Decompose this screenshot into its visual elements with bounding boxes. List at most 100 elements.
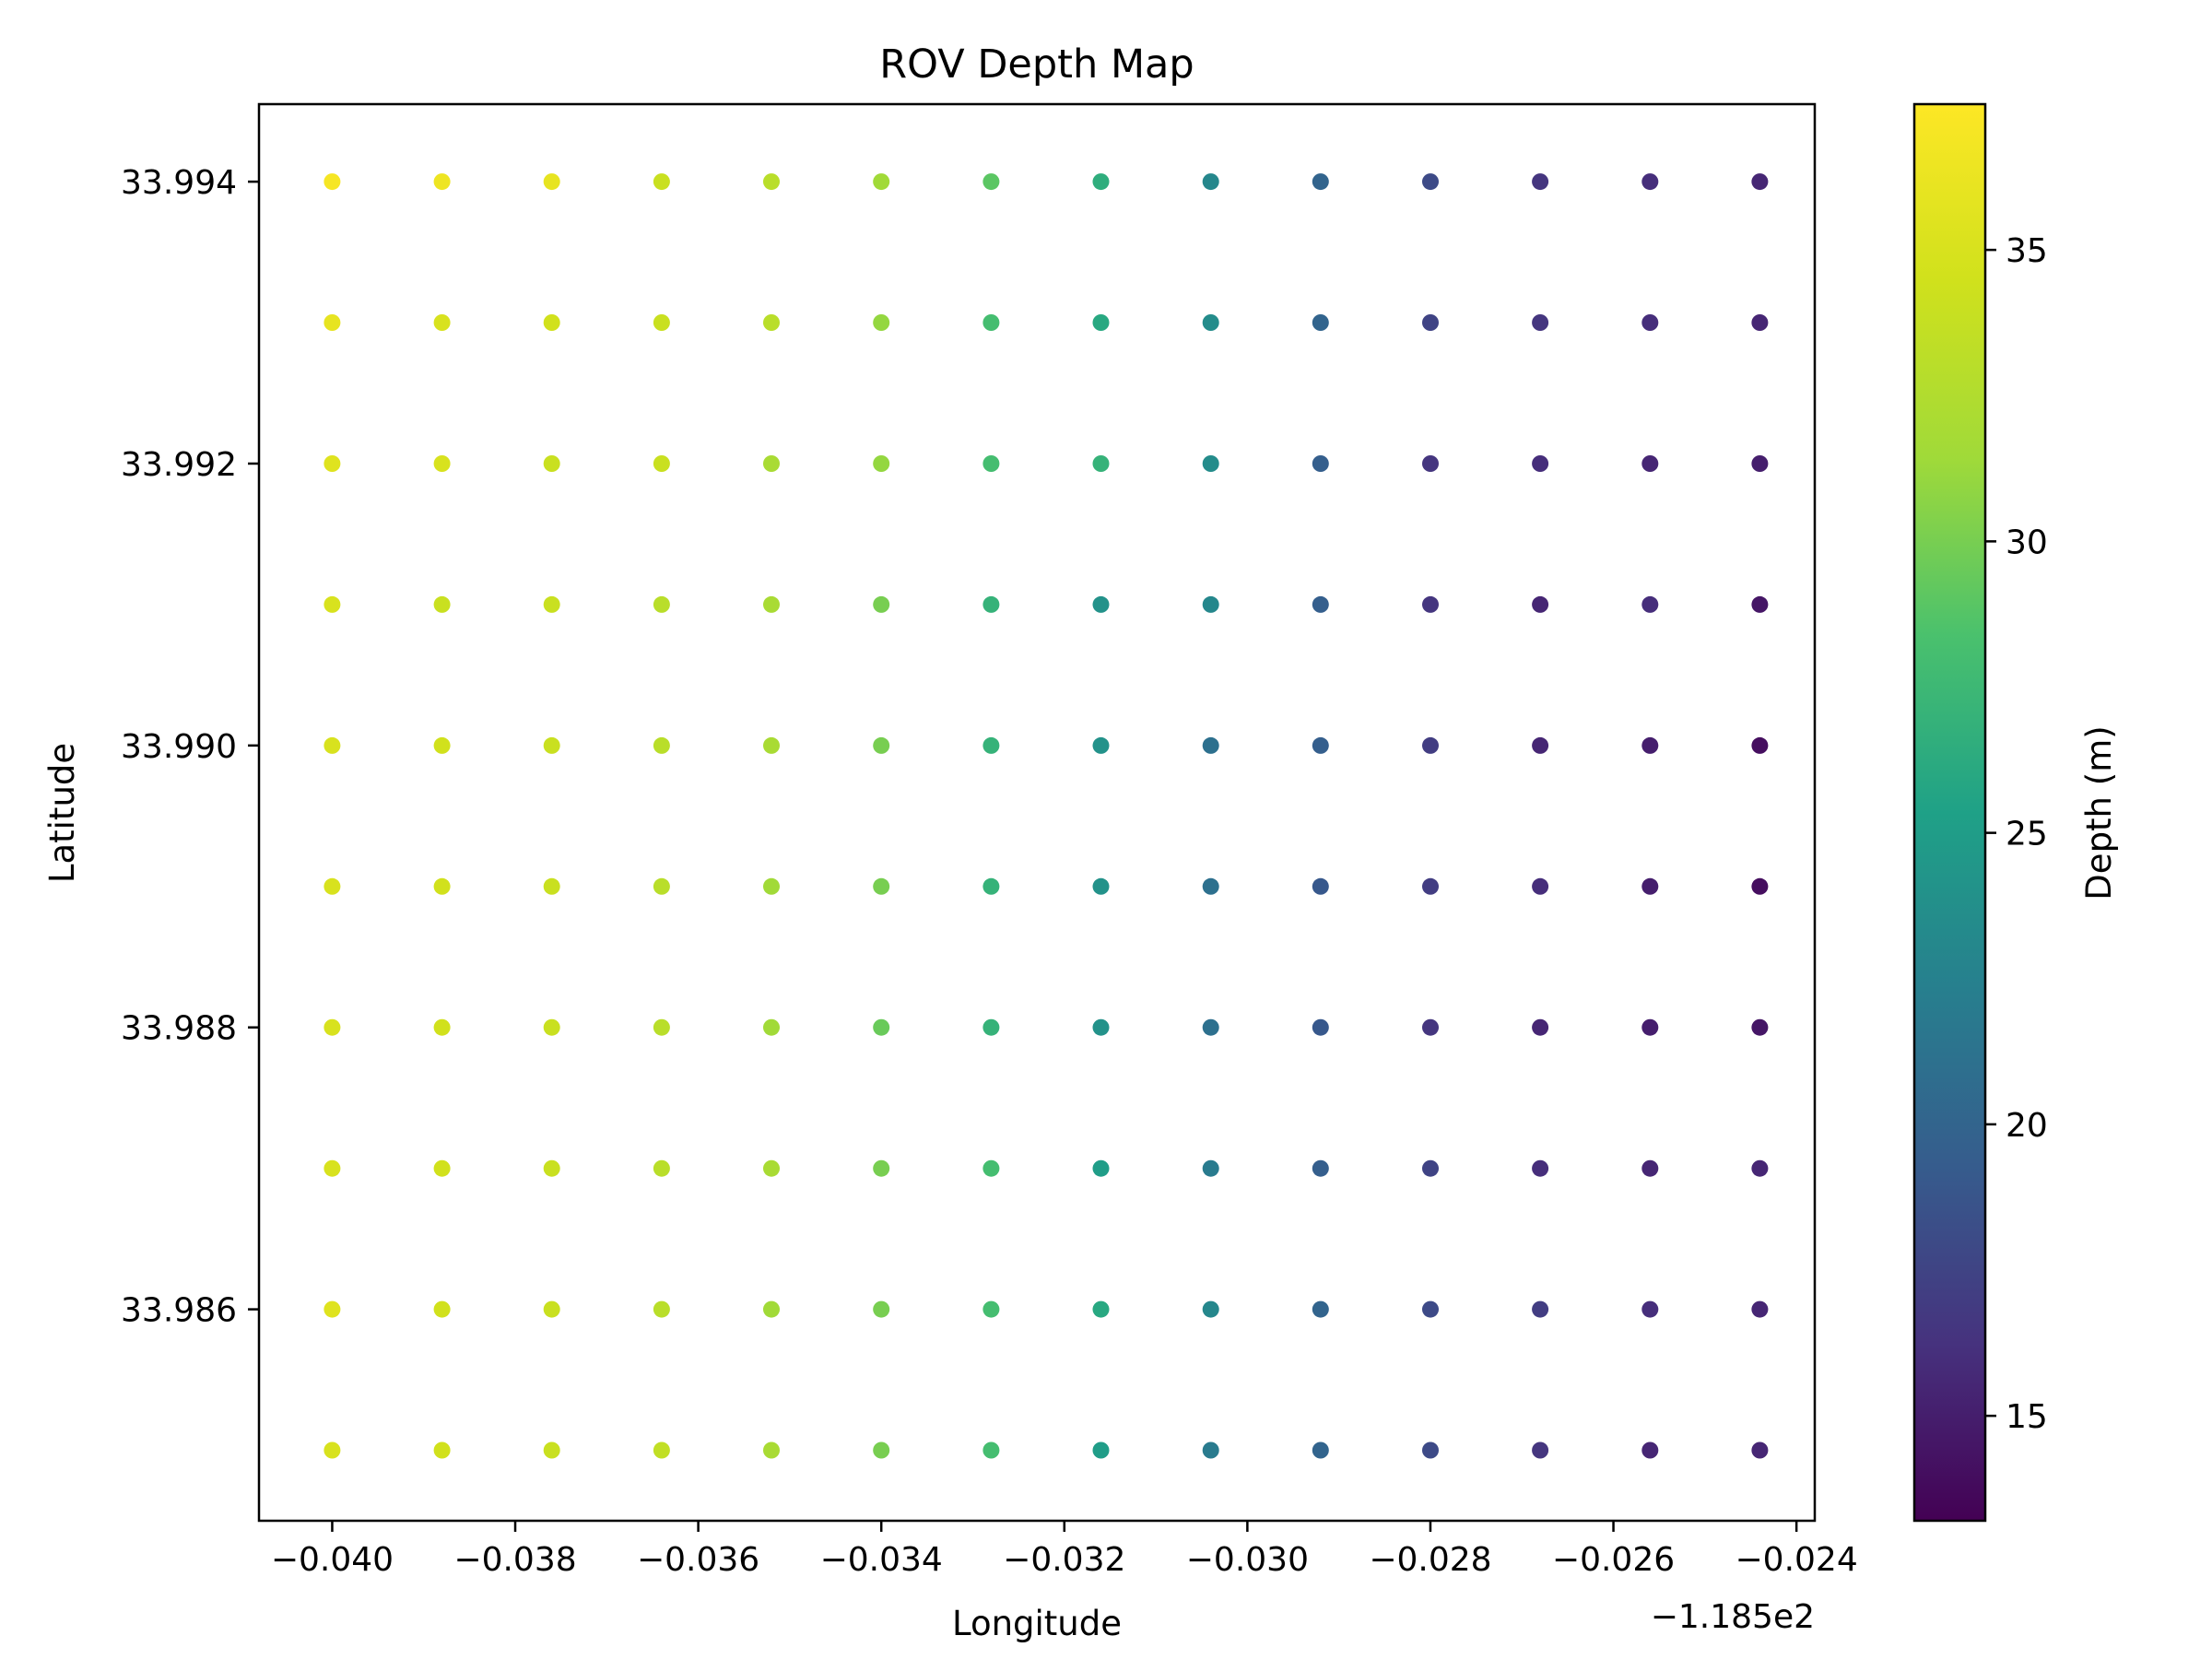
- data-point: [1532, 173, 1549, 191]
- data-point: [1751, 595, 1769, 613]
- data-point: [1422, 314, 1439, 331]
- data-point: [1312, 455, 1329, 472]
- data-point: [324, 173, 341, 191]
- data-point: [1092, 1018, 1110, 1036]
- data-point: [1092, 595, 1110, 613]
- data-point: [324, 736, 341, 754]
- data-point: [1202, 173, 1219, 191]
- data-point: [1422, 1018, 1439, 1036]
- data-point: [653, 877, 670, 895]
- x-tick-label: −0.028: [1369, 1541, 1491, 1579]
- data-point: [1422, 736, 1439, 754]
- data-point: [873, 1300, 890, 1318]
- data-point: [1312, 1441, 1329, 1459]
- data-point: [543, 1441, 560, 1459]
- data-point: [1751, 455, 1769, 472]
- x-axis-offset-label: −1.185e2: [1651, 1598, 1815, 1636]
- data-point: [1751, 1159, 1769, 1177]
- data-point: [1641, 877, 1659, 895]
- data-point: [763, 1159, 780, 1177]
- data-point: [543, 1018, 560, 1036]
- data-point: [1092, 736, 1110, 754]
- data-point: [433, 1159, 451, 1177]
- colorbar-tick-label: 35: [2006, 232, 2048, 270]
- data-point: [1532, 1441, 1549, 1459]
- data-point: [1641, 595, 1659, 613]
- data-point: [324, 1300, 341, 1318]
- data-point: [653, 1018, 670, 1036]
- data-point: [1532, 1300, 1549, 1318]
- x-axis-ticks: −0.040 −0.038 −0.036 −0.034 −0.032 −0.030 −0.0…: [271, 1521, 1858, 1579]
- data-point: [763, 1300, 780, 1318]
- data-point: [1532, 736, 1549, 754]
- data-point: [1751, 173, 1769, 191]
- data-point: [324, 455, 341, 472]
- data-point: [433, 1018, 451, 1036]
- data-point: [1422, 1441, 1439, 1459]
- y-tick-label: 33.994: [121, 164, 237, 202]
- data-point: [1641, 1159, 1659, 1177]
- chart-title: ROV Depth Map: [879, 41, 1194, 88]
- data-point: [1422, 173, 1439, 191]
- data-point: [873, 1159, 890, 1177]
- data-point: [653, 1159, 670, 1177]
- y-tick-label: 33.988: [121, 1010, 237, 1048]
- data-point: [653, 314, 670, 331]
- data-point: [433, 455, 451, 472]
- data-point: [1422, 877, 1439, 895]
- data-point: [873, 1441, 890, 1459]
- colorbar-tick-label: 20: [2006, 1107, 2048, 1145]
- data-point: [1092, 314, 1110, 331]
- data-point: [324, 595, 341, 613]
- y-tick-label: 33.986: [121, 1292, 237, 1330]
- data-point: [1751, 1441, 1769, 1459]
- data-point: [433, 1441, 451, 1459]
- data-point: [763, 455, 780, 472]
- colorbar: [1912, 102, 1987, 1523]
- data-point: [1532, 1018, 1549, 1036]
- data-point: [1202, 455, 1219, 472]
- data-point: [1312, 1018, 1329, 1036]
- data-point: [763, 1441, 780, 1459]
- data-point: [873, 173, 890, 191]
- y-axis-label: Latitude: [42, 743, 82, 883]
- data-point: [982, 877, 1000, 895]
- data-point: [1532, 877, 1549, 895]
- data-point: [433, 736, 451, 754]
- data-point: [1422, 455, 1439, 472]
- x-tick-label: −0.036: [637, 1541, 759, 1579]
- data-point: [763, 595, 780, 613]
- data-point: [873, 314, 890, 331]
- data-point: [1202, 1441, 1219, 1459]
- data-point: [1202, 1300, 1219, 1318]
- data-point: [1202, 1159, 1219, 1177]
- plot-area: [259, 104, 1815, 1521]
- x-tick-label: −0.030: [1186, 1541, 1309, 1579]
- y-tick-label: 33.992: [121, 446, 237, 484]
- data-point: [1092, 1300, 1110, 1318]
- data-point: [873, 877, 890, 895]
- data-point: [543, 455, 560, 472]
- data-point: [543, 595, 560, 613]
- data-point: [324, 314, 341, 331]
- colorbar-ticks: 15 20 25 30 35: [1985, 232, 2048, 1436]
- data-point: [1641, 314, 1659, 331]
- data-point: [1312, 1300, 1329, 1318]
- data-point: [982, 314, 1000, 331]
- data-point: [982, 1300, 1000, 1318]
- data-point: [873, 1018, 890, 1036]
- data-point: [1092, 173, 1110, 191]
- colorbar-tick-label: 25: [2006, 816, 2048, 853]
- data-point: [1422, 1159, 1439, 1177]
- data-point: [1092, 1441, 1110, 1459]
- data-point: [1312, 877, 1329, 895]
- y-axis-ticks: 33.986 33.988 33.990 33.992 33.994: [121, 164, 259, 1330]
- x-tick-label: −0.024: [1735, 1541, 1858, 1579]
- colorbar-tick-label: 15: [2006, 1398, 2048, 1436]
- data-point: [1092, 877, 1110, 895]
- data-point: [1532, 1159, 1549, 1177]
- data-point: [433, 314, 451, 331]
- data-point: [1641, 1018, 1659, 1036]
- colorbar-label: Depth (m): [2079, 725, 2119, 900]
